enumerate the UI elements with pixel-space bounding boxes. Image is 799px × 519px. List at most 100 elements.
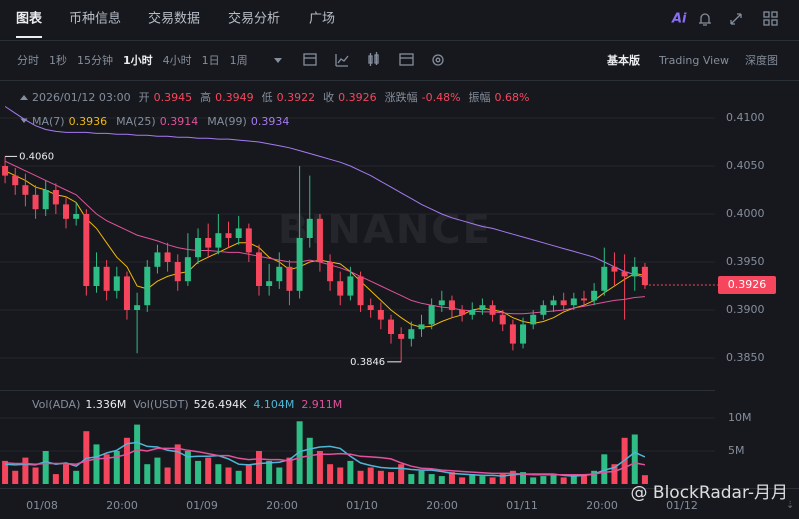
volume-bar: [245, 464, 252, 484]
interval-option[interactable]: 1秒: [49, 53, 67, 67]
volume-bar: [357, 470, 364, 484]
volume-bar: [377, 470, 384, 484]
volume-bar: [276, 467, 283, 484]
indicator-icon[interactable]: [335, 54, 349, 67]
volume-bar: [520, 472, 527, 484]
ai-icon[interactable]: Ai: [671, 12, 687, 27]
volume-bar: [469, 474, 476, 484]
candle-body: [347, 276, 354, 296]
candle-body: [93, 266, 100, 286]
view-option[interactable]: 深度图: [745, 53, 778, 67]
volume-bar: [195, 460, 202, 484]
candle-body: [377, 310, 384, 320]
settings-icon[interactable]: [432, 54, 444, 66]
candle-icon[interactable]: [368, 52, 379, 66]
volume-value: 1.336M: [85, 398, 126, 411]
volume-bar: [509, 470, 516, 484]
candle-body: [296, 238, 303, 291]
x-tick-label: 01/09: [186, 499, 218, 512]
volume-bar: [611, 464, 618, 484]
y-tick-label: 0.3850: [726, 351, 765, 364]
volume-ma-line: [5, 447, 646, 476]
interval-option[interactable]: 1日: [202, 54, 220, 67]
info-label: 开: [139, 91, 150, 104]
info-value: 0.3949: [215, 91, 254, 104]
volume-bar: [388, 472, 395, 484]
bell-icon[interactable]: [699, 13, 711, 26]
volume-bar: [540, 476, 547, 484]
candle-body: [245, 228, 252, 253]
volume-bar: [631, 434, 638, 484]
interval-option[interactable]: 分时: [17, 54, 39, 67]
volume-bar: [601, 454, 608, 484]
y-tick-label: 0.3900: [726, 303, 765, 316]
ma-value: 0.3936: [69, 115, 108, 128]
volume-bar: [337, 467, 344, 484]
volume-bar: [499, 474, 506, 484]
candle-body: [32, 194, 39, 210]
info-label: 振幅: [469, 90, 491, 104]
ma-value: 0.3934: [251, 115, 290, 128]
candle-body: [388, 319, 395, 334]
candle-body: [83, 214, 90, 286]
candle-body: [123, 276, 130, 310]
collapse-icon[interactable]: [20, 95, 28, 100]
watermark: BINANCE: [278, 207, 492, 253]
volume-bar: [286, 457, 293, 484]
dropdown-icon[interactable]: [274, 58, 282, 63]
layout-icon[interactable]: [763, 11, 778, 26]
tab[interactable]: 交易分析: [228, 11, 280, 27]
calendar-icon[interactable]: [303, 53, 317, 66]
expand-icon[interactable]: [730, 13, 742, 25]
collapse-icon[interactable]: [20, 118, 28, 123]
x-tick-label: 20:00: [266, 499, 298, 512]
volume-bar: [32, 467, 39, 484]
candle-body: [184, 257, 191, 282]
candle-body: [63, 204, 70, 219]
candle-body: [337, 281, 344, 296]
volume-bar: [316, 451, 323, 484]
candle-body: [438, 300, 445, 306]
x-tick-label: 20:00: [586, 499, 618, 512]
ma-label: MA(25): [116, 115, 156, 128]
high-label: 0.4060: [19, 151, 54, 162]
volume-bar: [113, 451, 120, 484]
info-label: 涨跌幅: [385, 90, 418, 104]
candle-body: [428, 305, 435, 325]
interval-option[interactable]: 1小时: [123, 53, 153, 67]
tab[interactable]: 币种信息: [69, 11, 121, 27]
candle-body: [418, 324, 425, 330]
tab[interactable]: 广场: [309, 12, 335, 27]
volume-bar: [550, 474, 557, 484]
candle-body: [398, 334, 405, 339]
candle-body: [520, 324, 527, 344]
x-tick-label: 01/11: [506, 499, 538, 512]
interval-option[interactable]: 1周: [230, 54, 248, 67]
candle-body: [367, 305, 374, 310]
scroll-icon[interactable]: ⇣: [786, 500, 794, 511]
view-option[interactable]: Trading View: [658, 54, 729, 67]
volume-bar: [215, 464, 222, 484]
interval-option[interactable]: 15分钟: [77, 53, 113, 67]
candle-body: [174, 262, 181, 282]
info-label: 高: [200, 90, 211, 104]
volume-bar: [347, 460, 354, 484]
candle-body: [448, 300, 455, 310]
info-value: 0.3922: [277, 91, 316, 104]
candle-body: [570, 298, 577, 306]
view-option[interactable]: 基本版: [606, 53, 640, 67]
candle-body: [560, 300, 567, 306]
candle-body: [215, 233, 222, 248]
volume-value: 526.494K: [194, 398, 247, 411]
template-icon[interactable]: [399, 53, 414, 66]
interval-option[interactable]: 4小时: [163, 54, 192, 67]
tab[interactable]: 交易数据: [148, 11, 200, 27]
ma-line: [4, 106, 646, 278]
volume-bar: [235, 470, 242, 484]
tab[interactable]: 图表: [16, 11, 43, 27]
x-tick-label: 01/10: [346, 499, 378, 512]
candle-body: [641, 266, 648, 286]
x-tick-label: 20:00: [426, 499, 458, 512]
volume-bar: [144, 464, 151, 484]
